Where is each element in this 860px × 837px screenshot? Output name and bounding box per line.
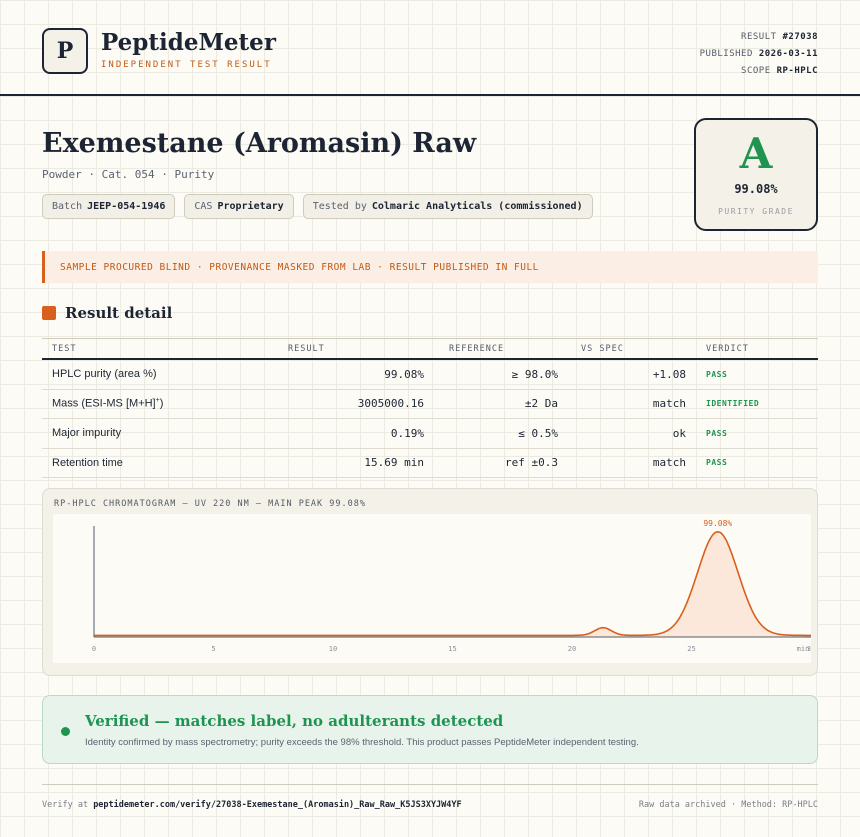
cas-chip: CAS Proprietary: [184, 194, 294, 219]
cell-test: Retention time: [52, 456, 123, 469]
verified-text: Identity confirmed by mass spectrometry;…: [85, 737, 639, 748]
product-title: Exemestane (Aromasin) Raw: [42, 128, 477, 159]
cell-result: 3005000.16: [357, 397, 424, 411]
table-row: Retention time 15.69 min ref ±0.3 match …: [42, 449, 818, 478]
cell-verdict: PASS: [706, 458, 728, 468]
brand-tagline: INDEPENDENT TEST RESULT: [101, 60, 272, 70]
section-title: Result detail: [65, 304, 173, 322]
verified-banner: Verified — matches label, no adulterants…: [42, 695, 818, 764]
chart-plot-area: 0 5 10 15 20 25 30min 99.08%: [53, 514, 811, 663]
cell-reference: ref ±0.3: [505, 456, 558, 470]
section-square-icon: [42, 306, 56, 320]
product-subtitle: Powder · Cat. 054 · Purity: [42, 168, 215, 181]
meta-scope: SCOPE RP-HPLC: [741, 66, 818, 76]
product-chips: Batch JEEP-054-1946 CAS Proprietary Tested…: [42, 194, 593, 219]
chromatogram-panel: RP-HPLC CHROMATOGRAM — UV 220 NM — MAIN …: [42, 488, 818, 676]
cell-test: Major impurity: [52, 427, 122, 440]
chart-series-line: [94, 530, 811, 637]
table-row: Mass (ESI-MS [M+H]+) 3005000.16 ±2 Da ma…: [42, 390, 818, 419]
cell-reference: ≥ 98.0%: [511, 367, 558, 381]
grade-value: 99.08%: [734, 182, 778, 196]
grade-letter: A: [739, 129, 773, 178]
chart-area-fill: [94, 531, 811, 637]
batch-chip: Batch JEEP-054-1946: [42, 194, 176, 219]
cell-verdict: PASS: [706, 369, 728, 379]
x-tick-label: 10: [329, 645, 337, 653]
cell-vs-spec: match: [652, 456, 686, 470]
meta-result: RESULT #27038: [741, 32, 818, 42]
x-tick-label: 20: [568, 645, 576, 653]
col-vs-spec: VS SPEC: [581, 343, 624, 354]
verified-title: Verified — matches label, no adulterants…: [85, 712, 504, 730]
table-row: Major impurity 0.19% ≤ 0.5% ok PASS: [42, 419, 818, 449]
report-meta: RESULT #27038 PUBLISHED 2026-03-11 SCOPE…: [700, 29, 818, 80]
result-table: TEST RESULT REFERENCE VS SPEC VERDICT HP…: [42, 338, 818, 478]
cell-test: Mass (ESI-MS [M+H]+): [52, 397, 164, 411]
cell-result: 15.69 min: [364, 456, 424, 470]
cell-verdict: PASS: [706, 428, 728, 438]
report-footer: Verify at peptidemeter.com/verify/27038-…: [42, 784, 818, 810]
col-reference: REFERENCE: [449, 343, 505, 354]
chromatogram-chart: 0 5 10 15 20 25 30min 99.08%: [92, 519, 811, 653]
table-row: HPLC purity (area %) 99.08% ≥ 98.0% +1.0…: [42, 360, 818, 390]
cell-verdict: IDENTIFIED: [706, 399, 760, 409]
report-header: P PeptideMeter INDEPENDENT TEST RESULT R…: [0, 0, 860, 96]
cell-vs-spec: match: [652, 397, 686, 411]
cell-test: HPLC purity (area %): [52, 368, 157, 381]
grade-label: PURITY GRADE: [718, 207, 794, 216]
col-result: RESULT: [288, 343, 325, 354]
cell-result: 0.19%: [390, 426, 424, 440]
col-test: TEST: [52, 343, 77, 354]
brand-logo: P: [42, 28, 88, 74]
cell-reference: ≤ 0.5%: [518, 426, 558, 440]
x-tick-label: 30: [807, 645, 811, 653]
cell-vs-spec: +1.08: [652, 367, 686, 381]
x-tick-unit-label: min: [797, 645, 810, 653]
x-tick-label: 0: [92, 645, 96, 653]
peak-label: 99.08%: [703, 519, 732, 528]
verify-line: Verify at peptidemeter.com/verify/27038-…: [42, 800, 462, 810]
tested-by-chip: Tested by Colmaric Analyticals (commissio…: [302, 194, 593, 219]
brand-name: PeptideMeter: [101, 29, 276, 56]
x-tick-label: 15: [448, 645, 456, 653]
table-header: TEST RESULT REFERENCE VS SPEC VERDICT: [42, 338, 818, 360]
x-tick-label: 25: [687, 645, 695, 653]
cell-vs-spec: ok: [672, 426, 686, 440]
purity-grade-card: A 99.08% PURITY GRADE: [694, 118, 818, 231]
footer-right: Raw data archived · Method: RP-HPLC: [638, 800, 818, 810]
x-tick-label: 5: [211, 645, 215, 653]
meta-published: PUBLISHED 2026-03-11: [699, 49, 818, 59]
cell-reference: ±2 Da: [524, 397, 558, 411]
blind-sample-notice: SAMPLE PROCURED BLIND · PROVENANCE MASKE…: [42, 251, 818, 283]
cell-result: 99.08%: [384, 367, 424, 381]
verify-link[interactable]: peptidemeter.com/verify/27038-Exemestane…: [93, 800, 462, 810]
chart-title: RP-HPLC CHROMATOGRAM — UV 220 NM — MAIN …: [54, 499, 366, 509]
col-verdict: VERDICT: [706, 343, 749, 354]
verified-dot-icon: [61, 727, 70, 736]
